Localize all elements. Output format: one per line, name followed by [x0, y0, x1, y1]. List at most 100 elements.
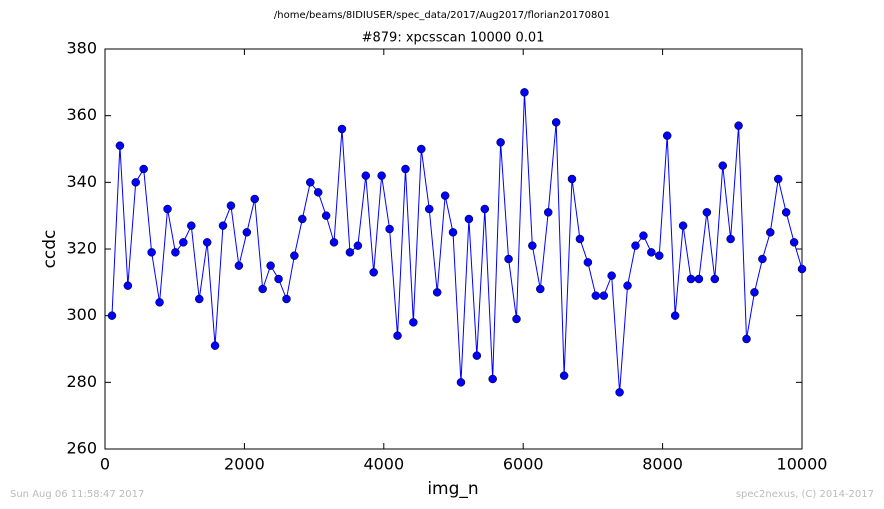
y-tick-label: 320 [66, 239, 97, 258]
x-tick-label: 2000 [224, 455, 265, 474]
data-point [456, 378, 466, 387]
y-tick-label: 340 [66, 172, 97, 191]
data-point [155, 298, 164, 307]
data-point [678, 221, 688, 230]
data-point [409, 318, 418, 327]
data-point [496, 138, 505, 147]
data-point [528, 241, 537, 250]
footer-left: Sun Aug 06 11:58:47 2017 [10, 489, 144, 500]
data-point [218, 221, 228, 230]
x-tick-label: 4000 [363, 455, 404, 474]
data-point [266, 261, 275, 270]
data-point [194, 294, 204, 304]
data-point [210, 341, 220, 350]
data-point [797, 264, 807, 274]
data-point [655, 251, 664, 260]
data-point [551, 118, 561, 127]
suptitle: /home/beams/8IDIUSER/spec_data/2017/Aug2… [274, 10, 610, 21]
data-point [575, 234, 585, 244]
data-point [139, 164, 148, 174]
data-point [401, 164, 410, 174]
data-point [504, 254, 513, 264]
data-point [377, 171, 386, 180]
data-point [424, 204, 434, 214]
data-point [393, 331, 402, 340]
data-point [147, 248, 156, 257]
data-point [758, 254, 767, 264]
data-point [710, 274, 720, 284]
data-point [750, 288, 759, 297]
data-point [488, 374, 497, 384]
y-tick-label: 300 [66, 305, 97, 324]
data-point [464, 214, 474, 224]
data-point [781, 208, 791, 217]
x-tick-label: 6000 [503, 455, 544, 474]
chart-title: #879: xpcsscan 10000 0.01 [362, 31, 545, 46]
x-axis-label: img_n [427, 479, 478, 499]
data-point [385, 224, 394, 234]
data-point [718, 161, 728, 170]
y-tick-label: 360 [66, 105, 97, 124]
data-point [773, 174, 783, 184]
data-point [448, 228, 458, 237]
data-point [662, 131, 672, 140]
data-point [274, 274, 283, 284]
data-point [187, 221, 196, 230]
data-point [607, 271, 616, 280]
data-point [472, 351, 482, 360]
data-point [520, 88, 529, 97]
data-point [639, 231, 648, 240]
data-point [179, 238, 188, 247]
y-axis-label: ccdc [40, 230, 60, 269]
data-point [726, 234, 735, 244]
data-point [226, 201, 236, 210]
data-point [163, 204, 172, 214]
data-point [536, 284, 545, 294]
data-point [742, 334, 751, 344]
data-point [670, 311, 680, 320]
x-tick-label: 8000 [642, 455, 683, 474]
data-point [440, 191, 450, 200]
data-point [337, 124, 347, 134]
data-point [115, 141, 125, 150]
data-point [171, 248, 180, 257]
data-point [369, 268, 378, 277]
data-point [480, 204, 490, 214]
data-point [766, 228, 775, 237]
data-point [567, 174, 577, 184]
footer-right: spec2nexus, (C) 2014-2017 [736, 489, 874, 500]
data-point [250, 194, 259, 204]
data-point [329, 238, 339, 247]
data-point [599, 291, 609, 300]
data-point [345, 248, 355, 257]
data-point [258, 284, 267, 294]
data-point [559, 371, 569, 380]
y-tick-label: 380 [66, 39, 97, 58]
data-line [111, 92, 803, 393]
data-point [282, 294, 291, 304]
data-point [789, 238, 799, 247]
data-point [432, 288, 442, 297]
data-point [512, 314, 521, 324]
data-point [615, 388, 624, 397]
data-point [361, 171, 371, 180]
data-point [631, 241, 640, 250]
y-tick-label: 260 [66, 439, 97, 458]
data-point [353, 241, 363, 250]
data-point [694, 274, 704, 284]
x-tick-label: 0 [100, 455, 110, 474]
x-tick-label: 10000 [777, 455, 828, 474]
data-point [306, 178, 315, 187]
y-tick-label: 280 [66, 372, 97, 391]
data-point [321, 211, 331, 220]
data-point [591, 291, 601, 300]
data-point [202, 238, 212, 247]
data-point [313, 188, 323, 197]
data-point [234, 261, 244, 270]
data-point [107, 311, 117, 320]
data-point [290, 251, 299, 260]
data-point [702, 208, 712, 217]
data-point [647, 248, 656, 257]
data-point [543, 208, 553, 217]
